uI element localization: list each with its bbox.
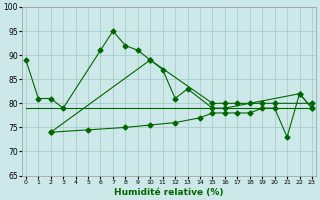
X-axis label: Humidité relative (%): Humidité relative (%) [114, 188, 224, 197]
